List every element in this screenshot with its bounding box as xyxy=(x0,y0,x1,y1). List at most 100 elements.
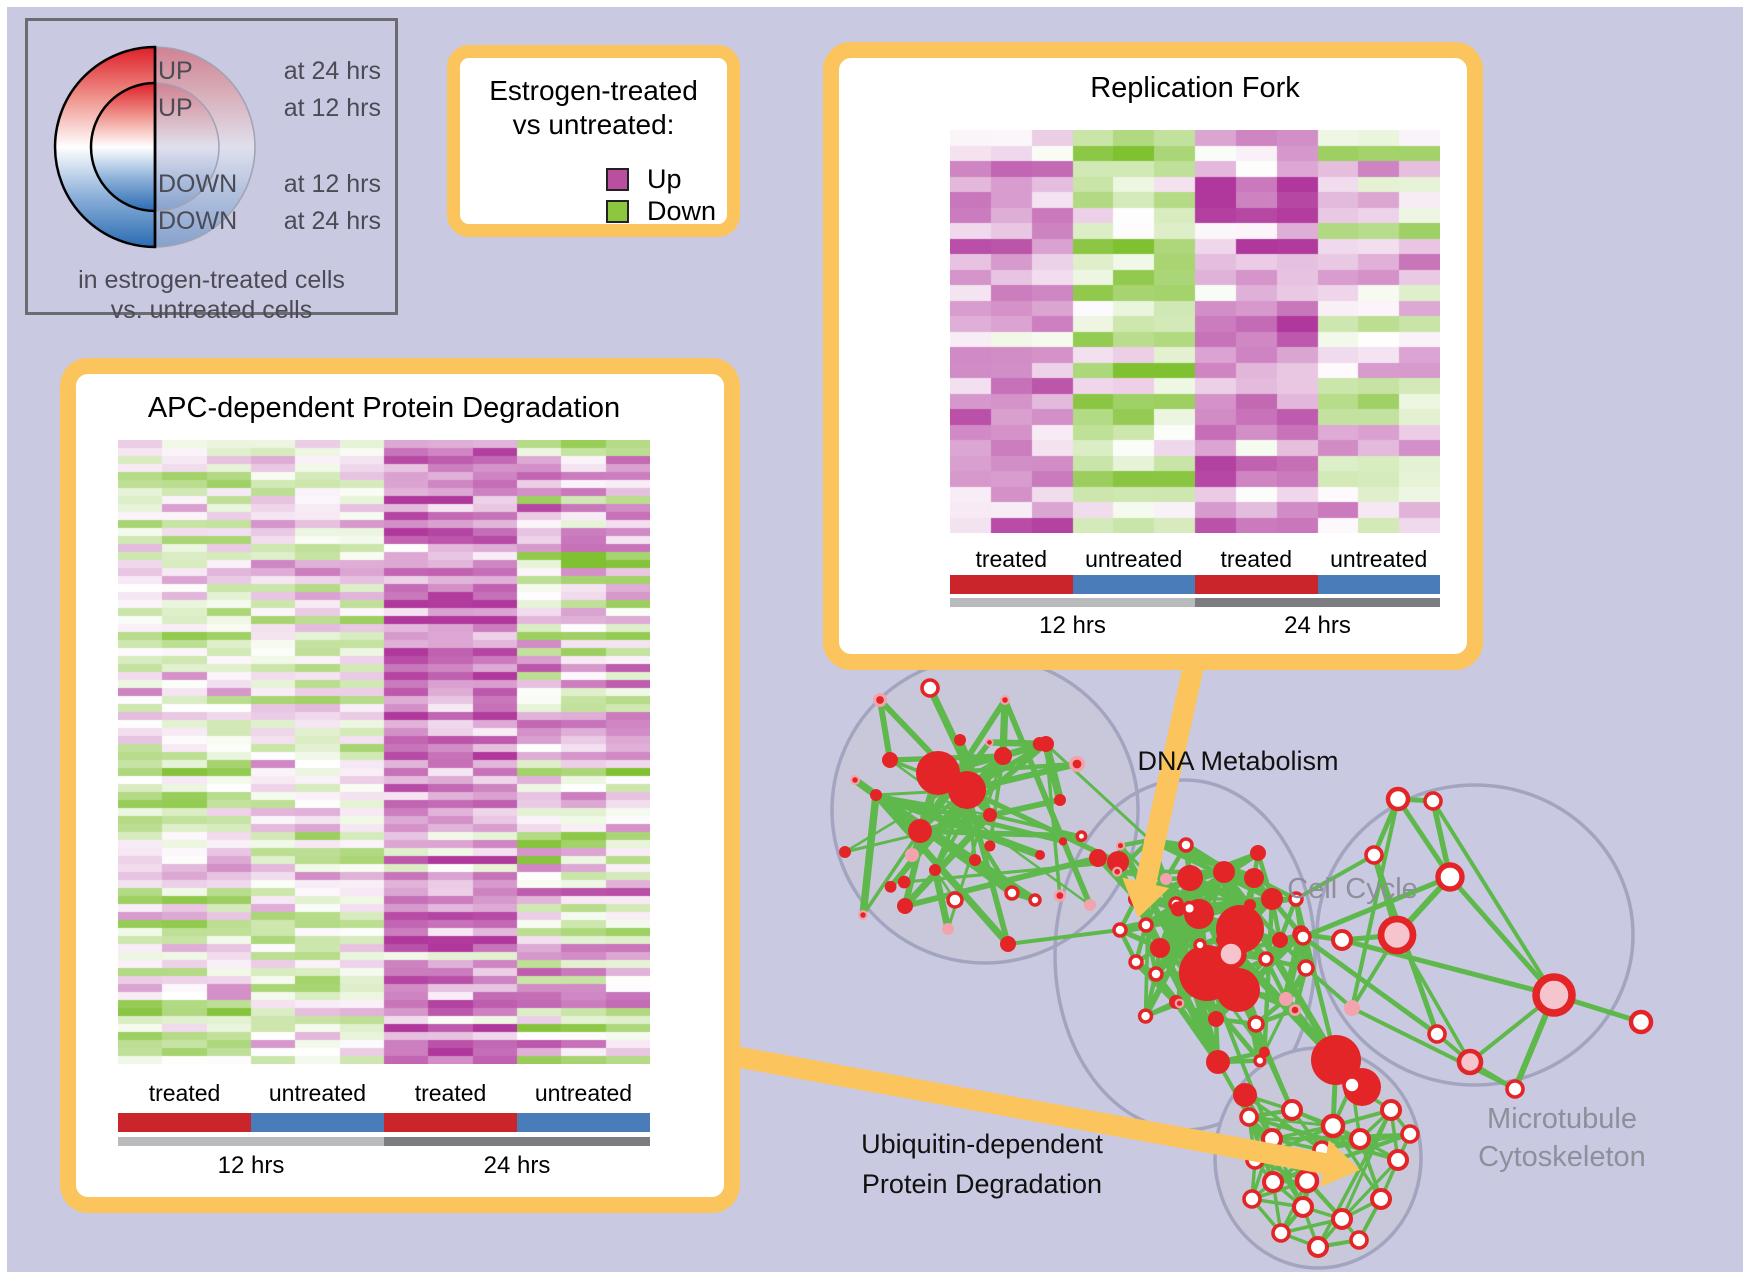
rf-condition-bars xyxy=(950,575,1440,594)
legend-term: UP xyxy=(158,56,193,85)
network-nodes xyxy=(839,678,1654,1259)
gene-node-core xyxy=(1072,759,1082,769)
gene-node xyxy=(948,771,986,809)
legend-time: at 24 hrs xyxy=(283,56,381,85)
gene-node xyxy=(983,808,997,822)
legend-caption-line2: vs. untreated cells xyxy=(110,296,313,324)
gene-node-ring xyxy=(920,678,940,698)
gene-node-ring xyxy=(1193,938,1207,952)
gene-node-ring xyxy=(1004,885,1020,901)
apc-time-labels: 12 hrs 24 hrs xyxy=(118,1152,650,1180)
gene-node xyxy=(1177,865,1203,891)
estrogen-legend-title-line1: Estrogen-treated xyxy=(489,75,698,106)
gene-node xyxy=(954,734,966,746)
gene-node-pink xyxy=(905,848,919,862)
gene-node-ring xyxy=(1075,830,1088,843)
gene-node-pink-core xyxy=(1532,973,1576,1017)
cluster-label-microtubule-cytoskeleton: Microtubule Cytoskeleton xyxy=(1478,1103,1646,1173)
gene-node-ring xyxy=(1330,928,1354,952)
time-bar-24h xyxy=(384,1137,650,1146)
gene-node-ring xyxy=(1291,1195,1315,1219)
treated-bar xyxy=(384,1113,517,1132)
group-label: untreated xyxy=(534,1080,633,1106)
gene-node xyxy=(1150,938,1170,958)
group-label: untreated xyxy=(268,1080,367,1106)
time-bar-12h xyxy=(118,1137,384,1146)
arrow-shaft xyxy=(1133,647,1208,896)
gene-node xyxy=(969,854,981,866)
gene-node xyxy=(984,840,996,852)
gene-node-ring xyxy=(1330,1207,1354,1231)
gene-node-ring xyxy=(946,891,964,909)
gene-node-ring xyxy=(1348,1127,1372,1151)
gene-node-ring xyxy=(1435,862,1465,892)
gene-node-core xyxy=(852,777,858,783)
rf-panel-title: Replication Fork xyxy=(1090,72,1300,104)
gene-node-ring xyxy=(1349,1230,1369,1250)
gene-node xyxy=(1311,1035,1361,1085)
apc-heatmap xyxy=(118,440,650,1064)
gene-node-ring xyxy=(1369,1187,1393,1211)
time-label: 12 hrs xyxy=(1039,612,1106,639)
gene-node xyxy=(1032,736,1047,751)
gene-node-ring xyxy=(1137,1008,1154,1024)
time-bar-12h xyxy=(950,598,1195,607)
legend-term: DOWN xyxy=(158,169,238,198)
untreated-bar xyxy=(251,1113,384,1132)
group-label: treated xyxy=(975,546,1048,572)
gene-node xyxy=(1107,851,1129,873)
gene-node-ring xyxy=(1128,954,1144,970)
legend-time: at 12 hrs xyxy=(283,169,381,198)
gene-node-ring xyxy=(1342,1075,1362,1095)
gene-node-ring xyxy=(1294,928,1312,946)
gene-node xyxy=(1170,901,1186,917)
group-label: treated xyxy=(148,1080,221,1106)
gene-node xyxy=(1000,936,1016,952)
gene-node xyxy=(929,864,941,876)
updown-circles-icon xyxy=(53,45,256,249)
gene-node-ring xyxy=(1423,791,1443,811)
arrow-head xyxy=(1320,1139,1360,1188)
treated-bar xyxy=(118,1113,251,1132)
rf-group-labels: treated untreated treated untreated xyxy=(950,546,1440,573)
time-label: 24 hrs xyxy=(483,1152,551,1179)
gene-node-ring xyxy=(1385,786,1411,812)
gene-node-core xyxy=(987,740,992,745)
up-label: Up xyxy=(647,163,682,194)
gene-node-pink xyxy=(1279,992,1293,1006)
legend-row: DOWN at 24 hrs xyxy=(158,206,381,236)
gene-node xyxy=(882,752,898,768)
gene-node xyxy=(1089,849,1107,867)
legend-row: UP at 12 hrs xyxy=(158,93,381,123)
gene-node-ring xyxy=(1280,1098,1304,1122)
gene-node-ring xyxy=(1271,1223,1291,1243)
gene-node-pink-core xyxy=(1456,1048,1484,1076)
gene-node xyxy=(1206,1050,1230,1074)
gene-node xyxy=(870,789,882,801)
legend-item-down: Down xyxy=(606,196,716,226)
rf-time-bars xyxy=(950,598,1440,607)
group-label: untreated xyxy=(1085,546,1183,572)
group-label: treated xyxy=(1220,546,1293,572)
gene-node-ring xyxy=(1364,845,1384,865)
gene-node-ring xyxy=(1178,837,1194,853)
group-label: treated xyxy=(414,1080,487,1106)
gene-node-ring xyxy=(1138,917,1154,933)
gene-node-core xyxy=(1117,843,1124,849)
treated-bar xyxy=(1195,575,1318,594)
gene-node xyxy=(1261,888,1283,910)
cluster-label-ubiquitin-degradation: Ubiquitin-dependent Protein Degradation xyxy=(861,1129,1103,1199)
callout-arrows xyxy=(730,647,1360,1188)
gene-node xyxy=(1058,837,1068,846)
apc-group-labels: treated untreated treated untreated xyxy=(118,1080,650,1107)
gene-node xyxy=(1035,850,1045,860)
gene-node-core xyxy=(1291,1006,1299,1014)
gene-node xyxy=(908,819,932,843)
estrogen-legend-title-line2: vs untreated: xyxy=(512,109,675,140)
legend-item-up: Up xyxy=(606,163,682,194)
legend-caption-line1: in estrogen-treated cells xyxy=(78,266,345,294)
arrow-shaft xyxy=(730,1045,1338,1176)
untreated-bar xyxy=(1317,575,1440,594)
gene-node-ring xyxy=(1427,1024,1447,1044)
